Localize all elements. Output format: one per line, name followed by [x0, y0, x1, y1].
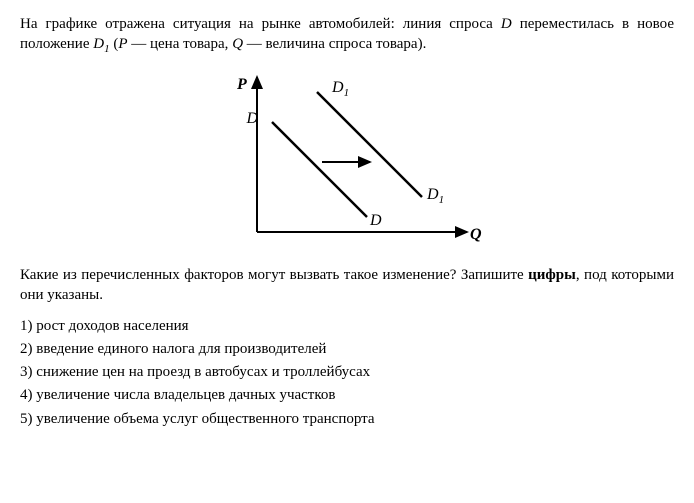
axis-label-q: Q [470, 226, 482, 243]
option-item: 1) рост доходов населения [20, 316, 674, 336]
option-text: увеличение числа владельцев дачных участ… [36, 387, 335, 403]
options-list: 1) рост доходов населения 2) введение ед… [20, 316, 674, 429]
option-num: 1) [20, 318, 33, 334]
option-num: 4) [20, 387, 33, 403]
d-line [272, 122, 367, 217]
intro-text-5: — величина спроса товара). [243, 36, 426, 52]
intro-D1: D1 [93, 36, 109, 52]
option-item: 3) снижение цен на проезд в автобусах и … [20, 362, 674, 382]
d-label-top: D [245, 110, 258, 127]
option-text: рост доходов населения [36, 318, 188, 334]
intro-paragraph: На графике отражена ситуация на рынке ав… [20, 14, 674, 57]
option-num: 2) [20, 341, 33, 357]
option-item: 5) увеличение объема услуг общественного… [20, 409, 674, 429]
option-text: увеличение объема услуг общественного тр… [36, 411, 374, 427]
chart-container: P Q D D D1 D1 [20, 67, 674, 247]
intro-text-4: — цена товара, [128, 36, 233, 52]
option-num: 5) [20, 411, 33, 427]
intro-D: D [501, 16, 512, 32]
axis-label-p: P [236, 76, 247, 93]
d1-label-top: D1 [331, 79, 349, 99]
option-num: 3) [20, 364, 33, 380]
demand-chart: P Q D D D1 D1 [212, 67, 482, 247]
option-text: введение единого налога для производител… [36, 341, 326, 357]
option-item: 2) введение единого налога для производи… [20, 339, 674, 359]
option-item: 4) увеличение числа владельцев дачных уч… [20, 385, 674, 405]
question-bold: цифры [528, 267, 576, 283]
d-label-bottom: D [369, 212, 382, 229]
intro-Q: Q [232, 36, 243, 52]
intro-text-1: На графике отражена ситуация на рынке ав… [20, 16, 501, 32]
question-text-1: Какие из перечисленных факторов могут вы… [20, 267, 528, 283]
option-text: снижение цен на проезд в автобусах и тро… [36, 364, 370, 380]
intro-P: P [118, 36, 127, 52]
d1-label-bottom: D1 [426, 186, 444, 206]
question-paragraph: Какие из перечисленных факторов могут вы… [20, 265, 674, 306]
